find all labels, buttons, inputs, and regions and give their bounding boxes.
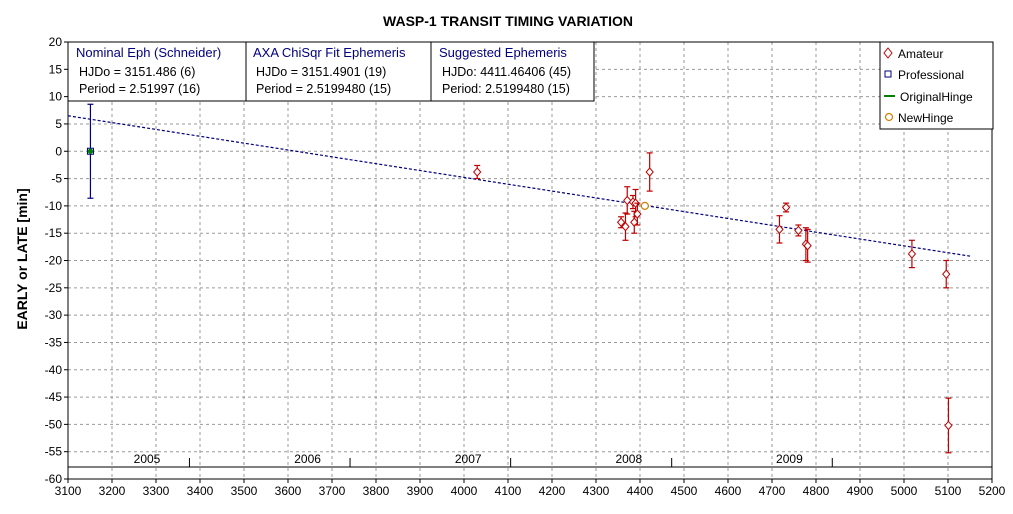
ephemeris-heading: AXA ChiSqr Fit Ephemeris [253,45,406,60]
amateur-point [775,224,784,235]
y-tick-label: -45 [45,390,63,404]
ephemeris-line: Period: 2.5199480 (15) [442,82,570,96]
ephemeris-box-suggested: Suggested Ephemeris HJDo: 4411.46406 (45… [430,41,595,102]
grid [67,41,993,480]
amateur-point [621,221,630,232]
x-tick-label: 4200 [539,484,566,498]
year-label: 2006 [294,452,321,466]
x-tick-label: 3600 [275,484,302,498]
amateur-point [645,167,654,177]
y-tick-label: -50 [45,417,63,431]
chart-title: WASP-1 TRANSIT TIMING VARIATION [383,13,633,29]
amateur-point [623,195,632,206]
year-axis: 2005 2006 2007 2008 2009 [68,452,992,468]
y-tick-label: -5 [51,172,62,186]
ephemeris-line: HJDo = 3151.486 (6) [79,65,195,79]
legend-label-amateur: Amateur [898,47,943,61]
amateur-marker-icon [883,47,893,59]
x-tick-label: 5100 [935,484,962,498]
amateur-point [907,249,917,259]
y-tick-label: 5 [55,117,62,131]
x-tick-label: 3400 [187,484,214,498]
professional-marker-icon [884,70,892,78]
y-tick-label: -55 [45,445,63,459]
ephemeris-line: Period = 2.51997 (16) [79,82,200,96]
tick-labels: 3100 3200 3300 3400 3500 3600 3700 3800 3900 4000… [45,35,1006,498]
fit-line-layer [67,115,971,257]
x-tick-label: 3700 [319,484,346,498]
year-label: 2008 [615,452,642,466]
y-tick-label: 0 [55,144,62,158]
y-tick-label: -35 [45,335,63,349]
x-tick-label: 4100 [495,484,522,498]
x-tick-label: 3300 [143,484,170,498]
year-label: 2007 [455,452,482,466]
y-tick-label: -15 [45,226,63,240]
amateur-point [781,202,791,213]
y-axis-label: EARLY or LATE [min] [14,188,30,329]
original-hinge-point [87,148,94,154]
x-tick-label: 4800 [803,484,830,498]
x-tick-label: 3800 [363,484,390,498]
y-tick-label: -25 [45,281,63,295]
y-tick-label: -40 [45,363,63,377]
amateur-point [633,209,642,219]
amateur-point [794,225,803,236]
ephemeris-box-nominal: Nominal Eph (Schneider) HJDo = 3151.486 … [67,41,247,102]
x-tick-label: 4700 [759,484,786,498]
amateur-point [616,217,626,228]
y-tick-label: -30 [45,308,63,322]
x-tick-label: 4500 [671,484,698,498]
amateur-point [473,167,482,177]
y-tick-label: -60 [45,472,63,486]
y-tick-label: -20 [45,254,63,268]
x-tick-label: 4600 [715,484,742,498]
new-hinge-point [640,201,649,210]
y-tick-label: 10 [49,90,63,104]
x-tick-label: 4000 [451,484,478,498]
year-label: 2005 [134,452,161,466]
x-tick-label: 3500 [231,484,258,498]
ephemeris-line: HJDo: 4411.46406 (45) [442,65,571,79]
ephemeris-box-axa: AXA ChiSqr Fit Ephemeris HJDo = 3151.490… [245,41,432,102]
ephemeris-line: Period = 2.5199480 (15) [256,82,391,96]
new-hinge-marker-icon [884,112,894,122]
y-tick-label: -10 [45,199,63,213]
x-tick-label: 4400 [627,484,654,498]
legend-label-professional: Professional [898,68,964,82]
amateur-point [942,269,951,279]
legend: Amateur Professional OriginalHinge NewHi… [879,41,994,130]
ephemeris-fit-line [67,115,971,257]
x-tick-label: 3900 [407,484,434,498]
data-layer [86,103,953,454]
y-tick-label: 20 [49,35,63,49]
ephemeris-line: HJDo = 3151.4901 (19) [256,65,386,79]
ephemeris-heading: Suggested Ephemeris [439,45,567,60]
amateur-point [944,420,953,431]
legend-label-newhinge: NewHinge [898,111,954,125]
x-tick-label: 3100 [55,484,82,498]
legend-label-originalhinge: OriginalHinge [900,90,973,104]
amateur-point [803,240,812,251]
x-tick-label: 3200 [99,484,126,498]
ephemeris-heading: Nominal Eph (Schneider) [76,45,221,60]
x-tick-label: 5000 [891,484,918,498]
x-tick-label: 4900 [847,484,874,498]
amateur-point [630,217,639,228]
year-label: 2009 [776,452,803,466]
x-tick-label: 5200 [979,484,1006,498]
y-tick-label: 15 [49,62,63,76]
x-tick-label: 4300 [583,484,610,498]
